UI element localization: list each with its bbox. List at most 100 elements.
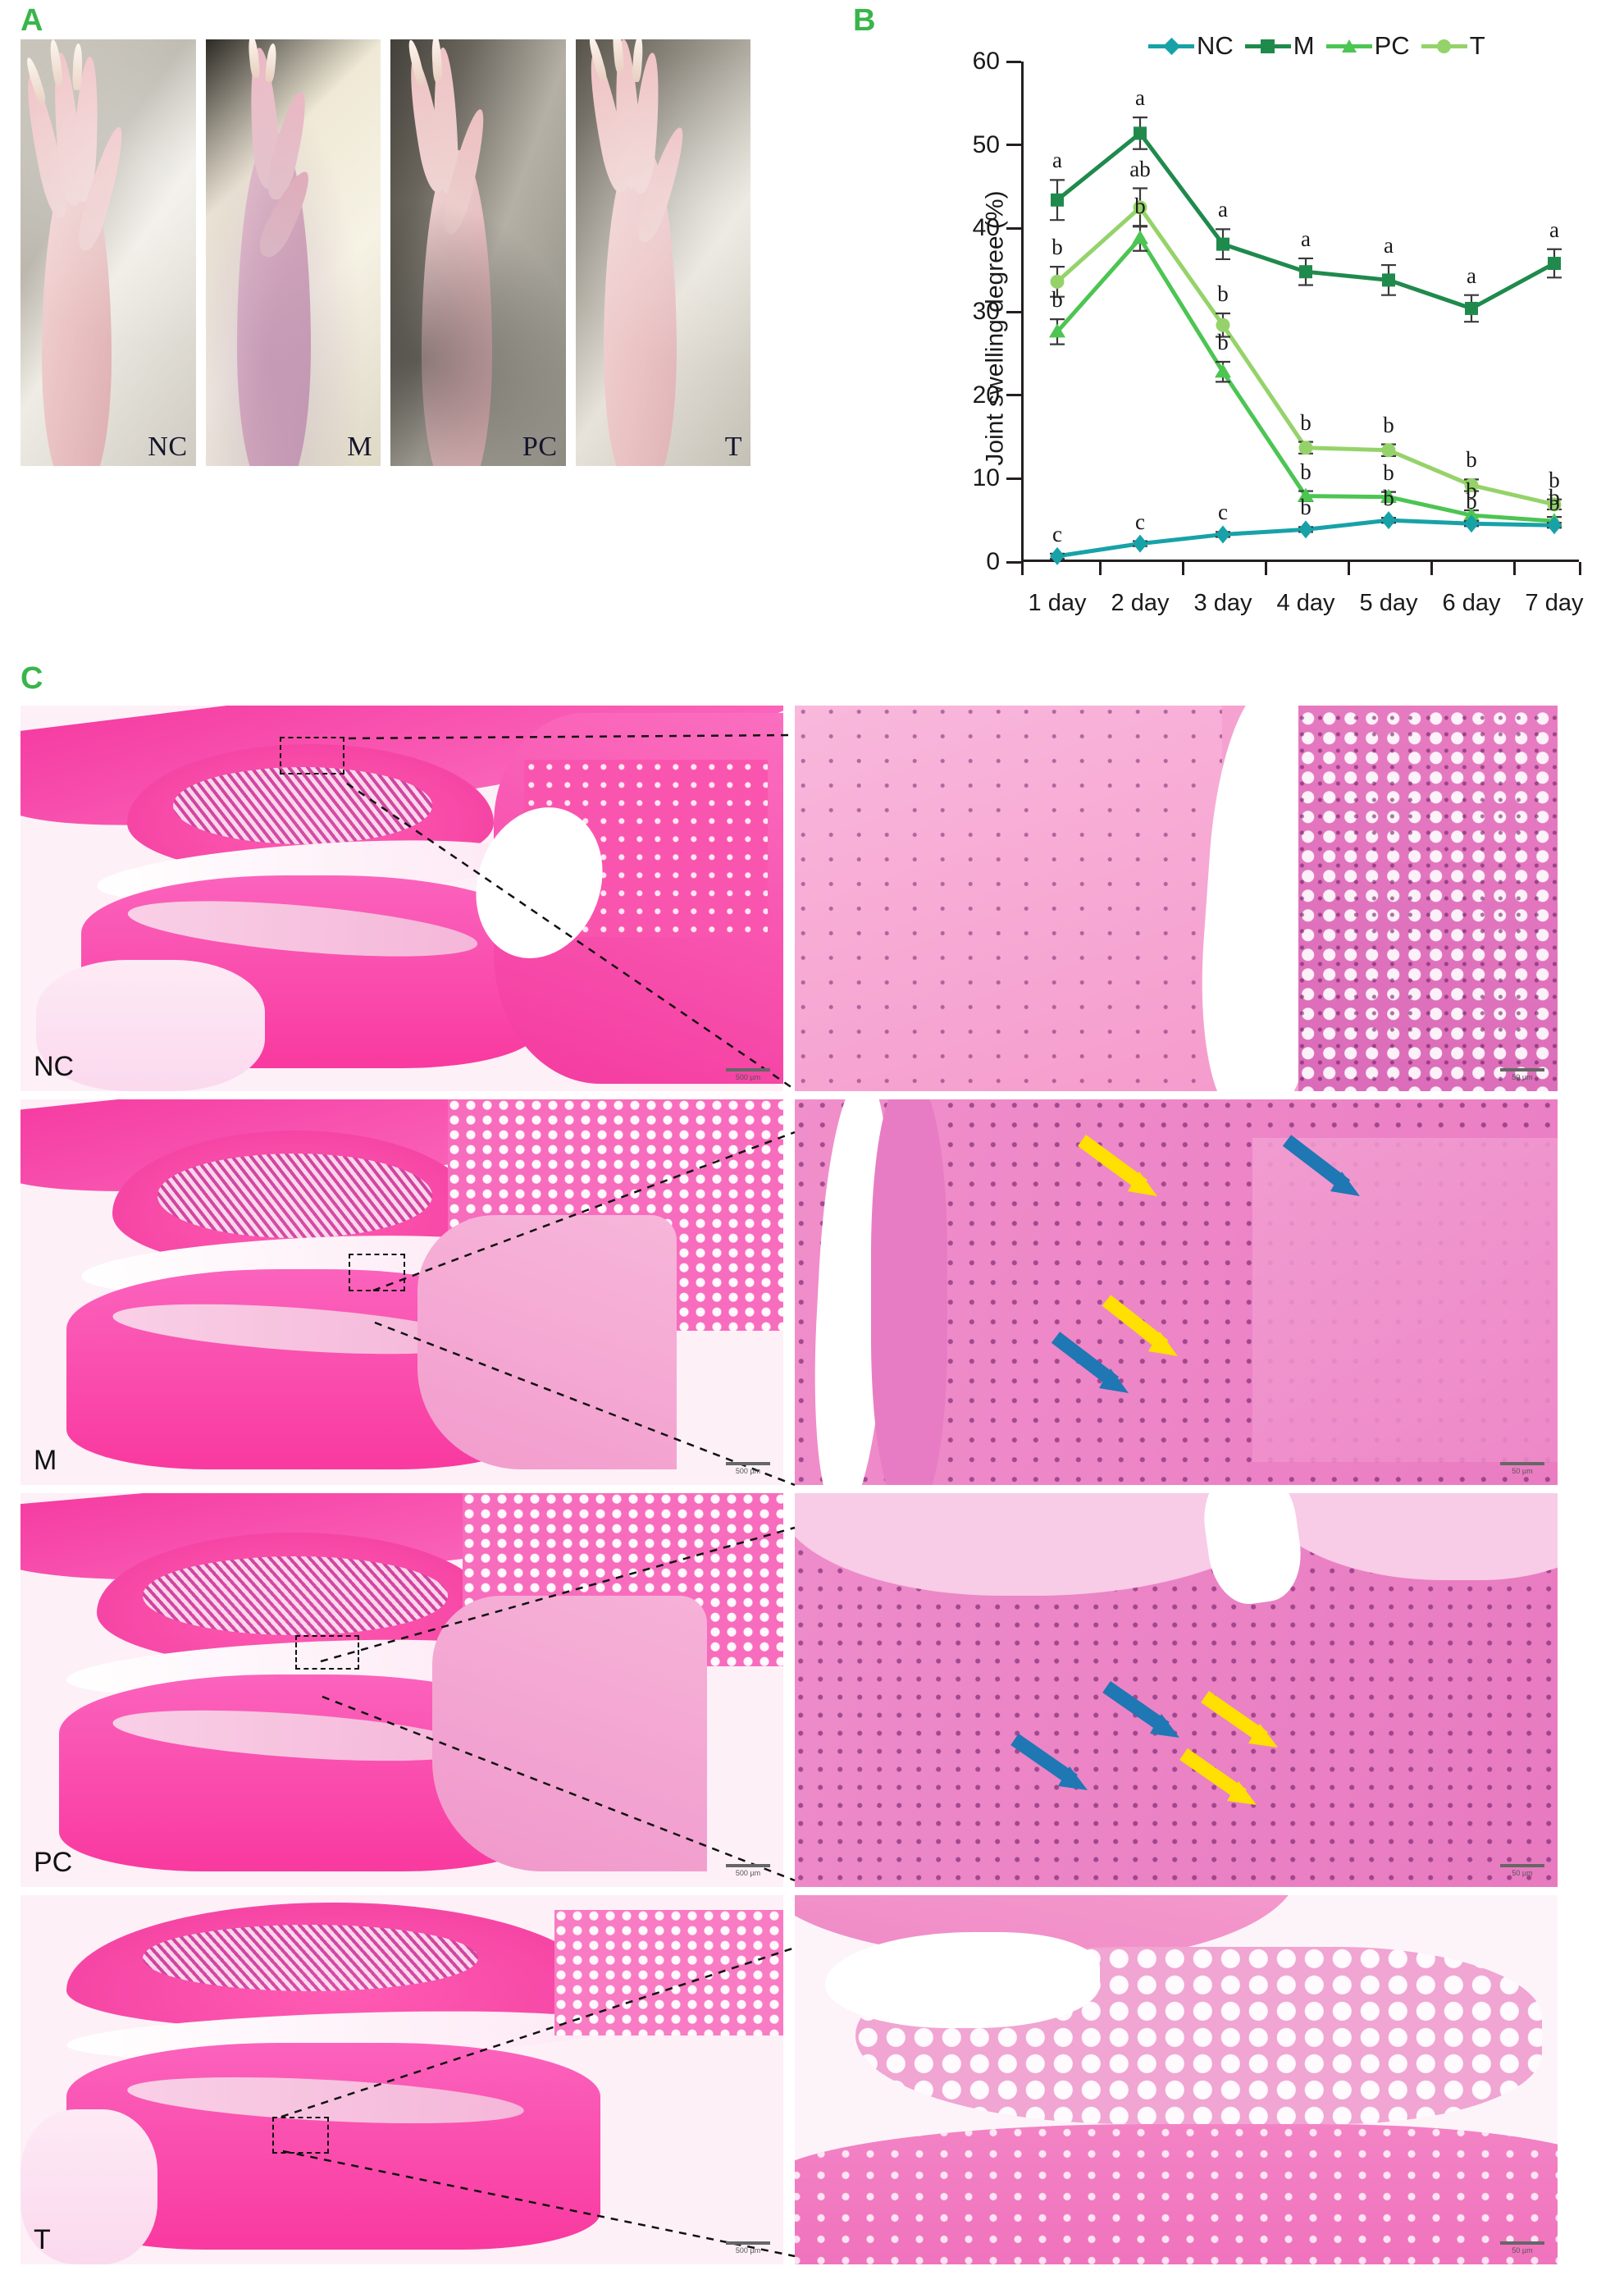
data-point	[1548, 257, 1561, 271]
significance-letter: b	[1549, 485, 1560, 510]
y-tick-label: 0	[986, 548, 1000, 575]
significance-letter: b	[1549, 467, 1560, 492]
data-point	[1049, 323, 1065, 338]
legend-marker-triangle-icon	[1325, 39, 1372, 53]
data-point	[1133, 200, 1147, 215]
y-tick	[1006, 310, 1021, 313]
chart-plot-area: 0 10 20 30 40 50 60 1 day 2 day 3 day 4 day 5 day 6 …	[973, 48, 1584, 616]
significance-letter: ab	[1129, 156, 1151, 181]
y-tick	[1006, 226, 1021, 230]
data-point	[1216, 237, 1229, 251]
scalebar-m-left: 500 µm	[726, 1462, 770, 1475]
x-tick-label: 2 day	[1111, 590, 1170, 616]
histology-overview-m: M 500 µm	[21, 1099, 783, 1485]
histology-row-m: M 500 µm 50 µm	[21, 1099, 1603, 1485]
significance-letter: b	[1300, 459, 1312, 484]
histology-row-nc: NC 500 µm 50 µm	[21, 706, 1603, 1091]
y-tick-label: 60	[972, 48, 1000, 75]
data-point	[1133, 534, 1147, 553]
x-tick-label: 1 day	[1028, 590, 1087, 616]
histology-overview-nc: NC 500 µm	[21, 706, 783, 1091]
data-point	[1051, 193, 1064, 207]
significance-letter: a	[1549, 217, 1559, 242]
legend-label: PC	[1374, 31, 1410, 60]
data-point	[1216, 318, 1230, 332]
significance-letter: b	[1300, 495, 1312, 520]
histology-label-pc: PC	[34, 1847, 73, 1878]
legend-label: NC	[1197, 31, 1234, 60]
significance-letter: a	[1135, 85, 1145, 111]
data-point	[1464, 514, 1479, 533]
legend-item-pc[interactable]: PC	[1325, 31, 1410, 61]
data-point	[1463, 507, 1480, 522]
y-tick-label: 50	[972, 130, 1000, 158]
y-tick	[1006, 60, 1021, 63]
significance-letter: a	[1384, 233, 1394, 258]
panel-letter-b: B	[853, 3, 876, 38]
scalebar-pc-right: 50 µm	[1500, 1864, 1544, 1877]
data-point	[1298, 487, 1314, 502]
x-tick	[1347, 562, 1350, 575]
legend-label: T	[1469, 31, 1485, 60]
data-point	[1298, 520, 1313, 539]
significance-letter: b	[1051, 287, 1063, 313]
legend-label: M	[1293, 31, 1315, 60]
significance-letter: a	[1467, 263, 1476, 288]
significance-letter: b	[1217, 330, 1229, 354]
x-tick	[1098, 562, 1102, 575]
x-tick-label: 6 day	[1442, 590, 1501, 616]
x-tick-label: 3 day	[1193, 590, 1252, 616]
significance-letter: b	[1383, 486, 1394, 511]
x-tick	[1021, 562, 1024, 575]
significance-letter: a	[1218, 197, 1228, 222]
significance-letter: b	[1051, 235, 1063, 260]
legend-item-m[interactable]: M	[1244, 31, 1315, 61]
x-tick	[1430, 562, 1433, 575]
data-point	[1216, 525, 1230, 544]
y-tick-label: 10	[972, 464, 1000, 492]
histology-row-pc: PC 500 µm 50 µm	[21, 1493, 1603, 1887]
data-point	[1464, 477, 1479, 492]
scalebar-nc-right: 50 µm	[1500, 1068, 1544, 1081]
chart-legend: NC M PC T	[1148, 31, 1494, 61]
paw-label-pc: PC	[522, 432, 558, 462]
paw-photo-t: T	[575, 39, 750, 466]
paw-label-m: M	[347, 432, 372, 462]
y-tick	[1006, 394, 1021, 397]
chart-series-svg	[1049, 117, 1562, 565]
panel-a-paw-photos: NC M PC T	[21, 39, 750, 466]
y-tick-label: 40	[972, 214, 1000, 242]
data-point	[1298, 441, 1313, 455]
significance-letter: b	[1300, 409, 1312, 435]
x-tick-label: 4 day	[1276, 590, 1335, 616]
panel-letter-a: A	[21, 3, 43, 38]
roi-connector-lines	[281, 733, 796, 2258]
y-axis-line	[1021, 62, 1024, 562]
x-tick	[1181, 562, 1184, 575]
legend-item-nc[interactable]: NC	[1148, 31, 1234, 61]
scalebar-pc-left: 500 µm	[726, 1864, 770, 1877]
histology-label-t: T	[34, 2224, 51, 2255]
significance-letter: b	[1549, 491, 1560, 516]
x-tick	[1512, 562, 1516, 575]
x-tick-label: 7 day	[1525, 590, 1584, 616]
arrow-yellow-2	[1179, 1691, 1278, 1805]
legend-marker-square-icon	[1244, 39, 1291, 53]
roi-box-t	[271, 2117, 329, 2154]
data-point	[1547, 516, 1562, 535]
arrow-yellow-1	[1077, 1135, 1178, 1356]
data-point	[1465, 301, 1478, 315]
x-tick-label: 5 day	[1359, 590, 1418, 616]
data-point	[1547, 497, 1562, 512]
legend-item-t[interactable]: T	[1421, 31, 1485, 61]
data-point	[1050, 274, 1065, 289]
histology-overview-pc: PC 500 µm	[21, 1493, 783, 1887]
x-tick	[1264, 562, 1267, 575]
scalebar-t-right: 50 µm	[1500, 2241, 1544, 2255]
histology-inset-t: 50 µm	[795, 1895, 1558, 2264]
data-point	[1380, 488, 1397, 503]
roi-box-m	[348, 1254, 405, 1292]
histology-inset-nc: 50 µm	[795, 706, 1558, 1091]
x-tick	[1579, 562, 1581, 575]
data-point	[1132, 230, 1148, 244]
